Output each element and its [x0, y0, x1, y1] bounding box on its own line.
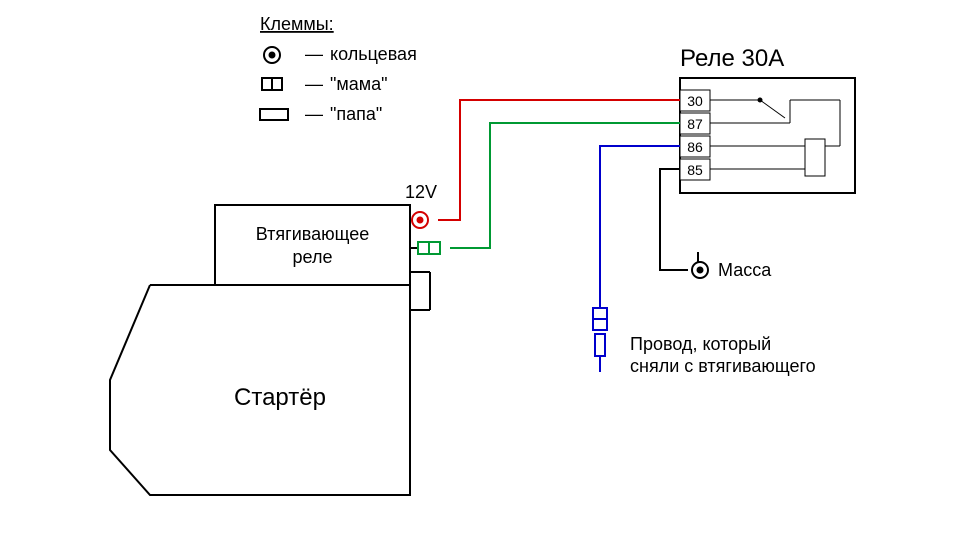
legend-ring-label: кольцевая [330, 44, 417, 64]
relay-title: Реле 30А [680, 45, 784, 72]
relay-pin-87: 87 [687, 116, 703, 132]
wire-blue-86 [600, 146, 680, 308]
removed-wire-label-2: сняли с втягивающего [630, 356, 816, 376]
legend-title: Клеммы: [260, 14, 334, 34]
relay-pin-85: 85 [687, 162, 703, 178]
relay-pin-86: 86 [687, 139, 703, 155]
solenoid-box [215, 205, 410, 285]
solenoid-label-1: Втягивающее [256, 224, 370, 244]
wire-black-85-ground [660, 169, 688, 270]
legend-male-label: "папа" [330, 104, 382, 124]
legend-male-icon [260, 109, 288, 120]
legend-female-label: "мама" [330, 74, 388, 94]
connector-male-blue [595, 334, 605, 356]
starter-label: Стартёр [234, 384, 326, 411]
wire-red-30 [438, 100, 680, 220]
removed-wire-label-1: Провод, который [630, 334, 771, 354]
label-12v: 12V [405, 182, 437, 202]
svg-text:—: — [305, 44, 323, 64]
solenoid-label-2: реле [293, 247, 333, 267]
ground-label: Масса [718, 260, 772, 280]
svg-text:—: — [305, 74, 323, 94]
wire-green-87 [450, 123, 680, 248]
relay-pin-30: 30 [687, 93, 703, 109]
svg-text:—: — [305, 104, 323, 124]
relay-coil [805, 139, 825, 176]
